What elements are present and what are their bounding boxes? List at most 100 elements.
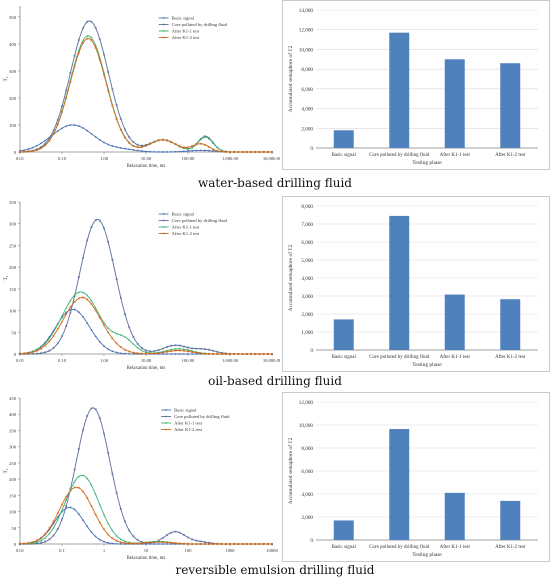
data-point (161, 353, 164, 355)
data-point (186, 542, 190, 545)
bar (333, 130, 354, 148)
y-tick-label: 250 (9, 243, 17, 248)
data-point (119, 147, 122, 149)
series-line-2 (20, 407, 272, 545)
data-point (237, 150, 240, 154)
data-point (94, 26, 97, 29)
data-point (73, 54, 76, 57)
y-tick-label: 350 (9, 428, 17, 433)
data-point (107, 533, 110, 536)
category-label: Basic signal (332, 355, 357, 360)
data-point (77, 51, 80, 54)
data-point (48, 340, 51, 343)
data-point (102, 227, 106, 230)
y-tick-label: 6,000 (301, 87, 313, 93)
data-point (86, 496, 89, 499)
data-point (94, 408, 97, 411)
x-axis-label: Testing phase (412, 362, 442, 368)
data-point (132, 342, 135, 345)
data-point (39, 147, 43, 150)
data-point (73, 508, 76, 511)
data-point (178, 531, 181, 534)
data-point (73, 486, 76, 489)
data-point (81, 27, 85, 30)
x-axis-label: Relaxation time, ms (127, 164, 166, 169)
data-point (27, 541, 30, 545)
y-tick-label: 100 (9, 510, 17, 515)
data-point (48, 139, 51, 142)
data-point (115, 342, 118, 345)
data-point (182, 349, 185, 352)
data-point (31, 352, 34, 355)
legend-label: Basic signal (174, 408, 197, 413)
legend-label: After K1-2 test (172, 35, 201, 40)
data-point (65, 495, 68, 498)
data-point (187, 348, 189, 351)
data-point (39, 352, 43, 355)
data-point (52, 520, 55, 523)
legend-label: After K1-1 test (172, 225, 201, 230)
data-point (65, 89, 68, 92)
y-tick-label: 0 (14, 542, 17, 547)
data-point (220, 542, 223, 546)
data-point (262, 352, 265, 356)
data-point (86, 414, 89, 417)
bar (444, 492, 465, 540)
data-point (61, 127, 63, 130)
data-point (153, 541, 156, 544)
data-point (73, 468, 76, 471)
data-point (44, 532, 47, 535)
data-point (254, 352, 257, 356)
data-point (165, 345, 169, 349)
data-point (102, 324, 106, 327)
data-point (23, 542, 26, 545)
data-point (161, 351, 164, 354)
data-point (228, 352, 232, 356)
t2-bar-chart-water: 0 2,000 4,000 6,000 8,000 10,000 12,000 14,000 B… (282, 0, 550, 170)
data-point (191, 542, 194, 546)
data-point (128, 339, 131, 341)
data-point (174, 542, 177, 545)
x-tick-label: 1.00 (100, 156, 109, 161)
data-point (44, 344, 47, 347)
data-point (182, 345, 185, 348)
data-point (191, 350, 194, 354)
data-point (115, 332, 118, 335)
data-point (48, 532, 51, 535)
y-tick-label: 2,000 (301, 126, 313, 132)
nmr-t2-line-chart-oil: 0 50 100 150 200 250 300 350 0.01 0.10 1.00 10.00 10… (4, 200, 280, 371)
data-point (258, 352, 261, 356)
data-point (103, 141, 105, 144)
y-tick-label: 1,000 (301, 330, 313, 336)
data-point (107, 331, 110, 334)
data-point (195, 542, 198, 546)
data-point (69, 80, 72, 84)
data-point (52, 346, 55, 350)
data-point (237, 352, 240, 356)
data-point (111, 350, 114, 353)
data-point (86, 34, 89, 37)
data-point (77, 486, 80, 489)
data-point (69, 124, 72, 127)
data-point (82, 474, 84, 477)
data-point (65, 324, 68, 328)
data-point (245, 352, 248, 356)
data-point (199, 352, 202, 355)
data-point (111, 337, 114, 340)
data-point (161, 138, 164, 141)
y-tick-label: 2,000 (301, 312, 313, 318)
data-point (157, 543, 160, 545)
data-point (86, 294, 89, 297)
data-point (115, 491, 118, 494)
data-point (203, 143, 206, 146)
data-point (48, 349, 51, 352)
data-point (103, 513, 105, 516)
data-point (207, 542, 211, 546)
data-point (145, 351, 147, 353)
data-point (98, 538, 101, 541)
data-point (216, 149, 219, 153)
data-point (52, 129, 55, 132)
y-tick-label: 100 (9, 123, 17, 128)
data-point (77, 475, 80, 478)
data-point (216, 352, 219, 356)
